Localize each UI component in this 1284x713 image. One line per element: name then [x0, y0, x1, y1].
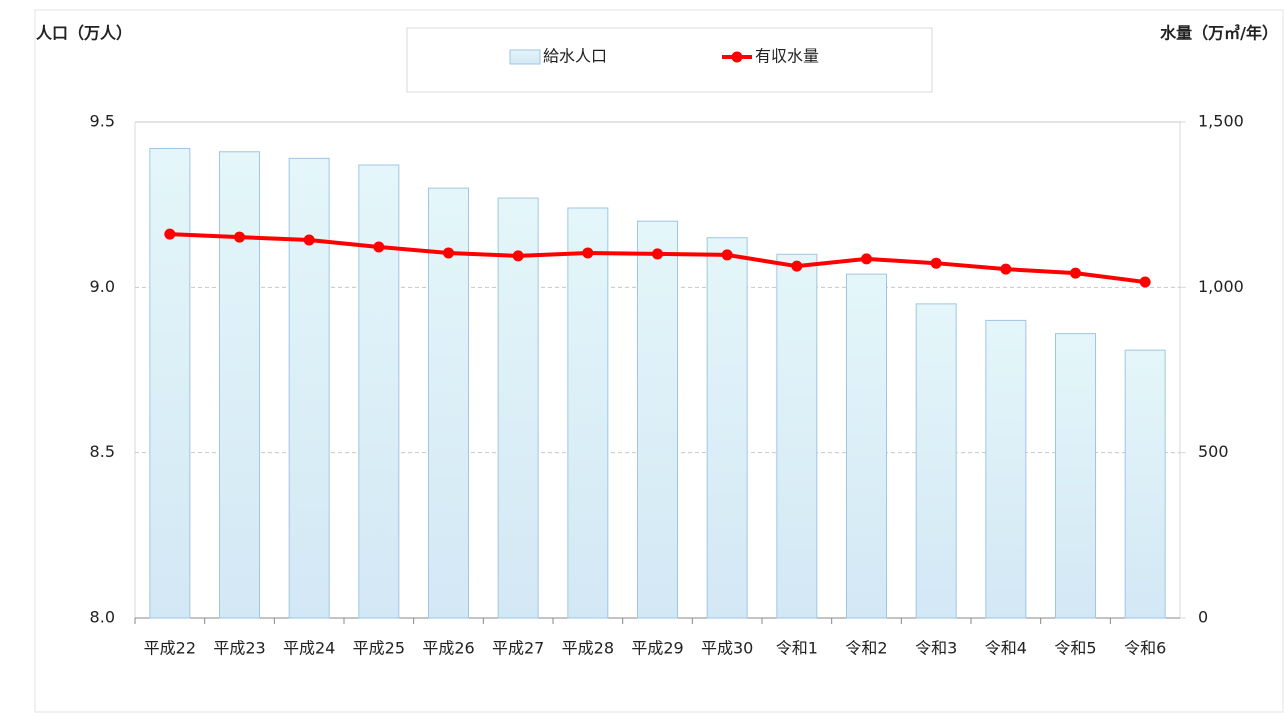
line-point [721, 249, 733, 261]
bar [846, 273, 887, 619]
x-tick-label: 平成25 [353, 639, 405, 658]
line-point [164, 228, 176, 240]
x-tick-label: 令和6 [1124, 639, 1166, 658]
x-tick-label: 平成26 [422, 639, 474, 658]
bar [1124, 349, 1166, 619]
x-tick-label: 令和5 [1054, 639, 1096, 658]
y2-axis-title: 水量（万㎥/年） [1160, 24, 1278, 43]
y2-tick-label: 1,000 [1198, 277, 1244, 296]
x-tick-label: 平成27 [492, 639, 544, 658]
y2-tick-label: 0 [1198, 608, 1208, 627]
line-point [930, 257, 942, 269]
bar [637, 220, 678, 619]
y2-tick-label: 500 [1198, 442, 1229, 461]
bar [985, 319, 1027, 619]
y-tick-label: 9.0 [90, 277, 115, 296]
x-tick-label: 令和1 [776, 639, 818, 658]
legend-label: 給水人口 [543, 47, 607, 66]
x-tick-label: 令和4 [985, 639, 1027, 658]
y-tick-label: 9.5 [90, 112, 115, 131]
bar [219, 151, 260, 619]
chart-frame [34, 9, 1284, 713]
bar [567, 207, 609, 619]
legend-swatch [509, 49, 541, 65]
line-point [652, 248, 663, 260]
bar [358, 164, 400, 619]
bar [706, 237, 748, 619]
y2-tick-label: 1,500 [1198, 112, 1244, 131]
y-tick-label: 8.0 [90, 608, 115, 627]
line-point [791, 260, 803, 272]
x-tick-label: 平成22 [144, 639, 196, 658]
bar [149, 147, 191, 619]
bar [497, 197, 539, 619]
line-point [443, 247, 454, 259]
legend-box [406, 27, 933, 93]
line-point [512, 250, 524, 262]
x-tick-label: 平成28 [562, 639, 614, 658]
legend-label: 有収水量 [755, 47, 819, 66]
bar [288, 157, 330, 619]
bar [915, 303, 957, 619]
bar [1055, 333, 1096, 619]
x-tick-label: 令和3 [915, 639, 957, 658]
bar [776, 253, 818, 619]
line-point [861, 253, 872, 265]
y-axis-title: 人口（万人） [36, 24, 132, 43]
line-point [303, 234, 315, 246]
line-point [234, 231, 245, 243]
x-tick-label: 平成23 [213, 639, 265, 658]
line-point [1070, 267, 1081, 279]
line-point [1000, 263, 1012, 275]
line-point [1139, 276, 1151, 288]
line-point [582, 247, 594, 259]
line-point [373, 241, 385, 253]
bar [428, 187, 469, 619]
x-tick-label: 平成29 [631, 639, 683, 658]
y-tick-label: 8.5 [90, 442, 115, 461]
x-tick-label: 令和2 [845, 639, 887, 658]
x-tick-label: 平成30 [701, 639, 753, 658]
x-tick-label: 平成24 [283, 639, 335, 658]
legend-swatch-point [731, 51, 743, 63]
